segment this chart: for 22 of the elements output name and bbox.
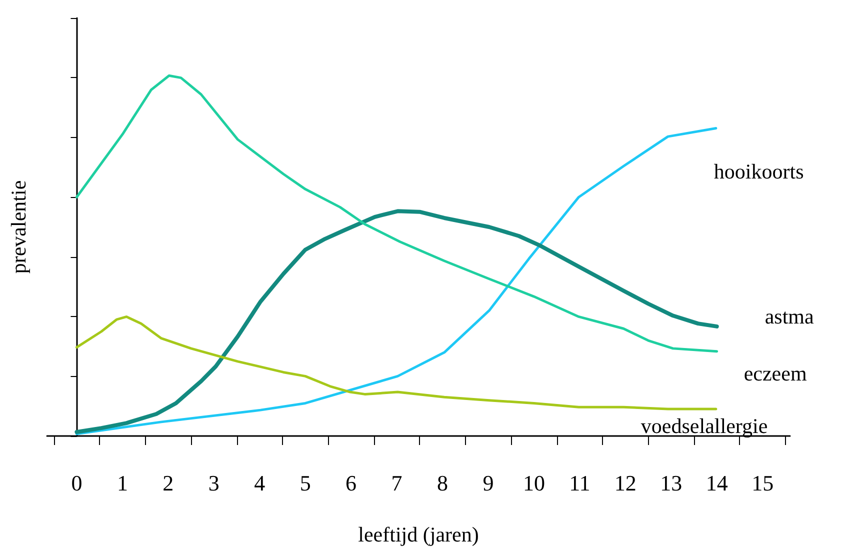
x-tick-label: 13 xyxy=(660,470,682,496)
x-tick-label: 3 xyxy=(208,470,220,496)
x-tick-label: 14 xyxy=(706,470,728,496)
x-tick-label: 4 xyxy=(254,470,266,496)
x-axis-title: leeftijd (jaren) xyxy=(358,522,479,546)
x-tick-label: 12 xyxy=(614,470,636,496)
x-tick-label: 5 xyxy=(300,470,311,496)
text: astma xyxy=(764,304,815,328)
x-tick-label: 11 xyxy=(569,470,590,496)
y-axis-title: prevalentie xyxy=(6,180,30,274)
x-tick-label: 7 xyxy=(391,470,402,496)
x-tick-label: 8 xyxy=(437,470,448,496)
series-label: hooikoorts xyxy=(714,159,804,184)
x-tick-label: 15 xyxy=(752,470,774,496)
x-tick-label: 0 xyxy=(71,470,82,496)
x-tick-label: 2 xyxy=(162,470,174,496)
x-tick-label: 6 xyxy=(346,470,357,496)
x-tick-label: 1 xyxy=(116,470,128,496)
series-label: eczeem xyxy=(744,361,807,386)
series-label: voedselallergie xyxy=(640,414,768,438)
x-tick-label: 10 xyxy=(522,470,545,496)
x-tick-label: 9 xyxy=(482,470,494,496)
